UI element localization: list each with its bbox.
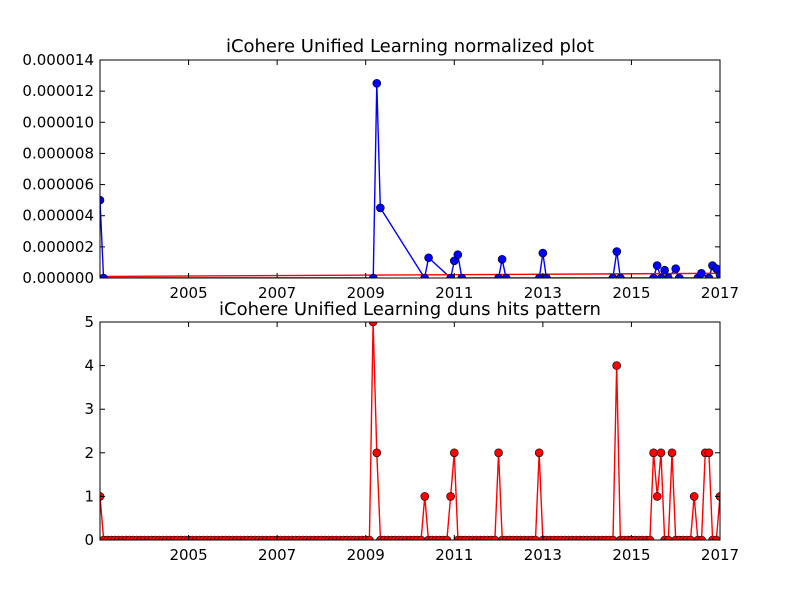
normalized-data-point xyxy=(538,248,548,258)
normalized-x-tick-label: 2015 xyxy=(612,284,650,302)
normalized-data-point xyxy=(616,273,625,278)
normalized-data-point xyxy=(660,265,669,275)
normalized-data-point xyxy=(446,273,456,278)
normalized-data-point xyxy=(100,195,105,205)
normalized-axes-frame xyxy=(99,59,721,279)
hits-axes-frame xyxy=(99,321,721,541)
hits-data-point xyxy=(446,492,455,501)
hits-data-point xyxy=(667,448,677,458)
hits-data-point xyxy=(645,535,655,540)
normalized-y-tick-label: 0.000012 xyxy=(22,82,94,100)
normalized-data-point xyxy=(663,273,673,278)
hits-data-point xyxy=(420,492,430,501)
hits-y-tick-label: 4 xyxy=(84,357,94,375)
normalized-plot: iCohere Unified Learning normalized plot… xyxy=(22,36,739,302)
normalized-data-point xyxy=(715,270,720,278)
hits-y-tick-label: 5 xyxy=(84,313,94,331)
normalized-data-point xyxy=(608,273,618,278)
duns-hits-plot-axes: 2005 2007 2009 2011 2013 2015 2017 0 1 2 3 4 5 xyxy=(84,313,739,564)
normalized-y-tick-label: 0.000004 xyxy=(22,207,94,225)
hits-data-point xyxy=(652,492,662,501)
hits-y-tick-label: 2 xyxy=(84,444,94,462)
normalized-plot-area xyxy=(100,79,720,278)
hits-y-tick-label: 0 xyxy=(84,531,94,549)
normalized-plot-axes: 2005 2007 2009 2011 2013 2015 2017 0.000000 0.00… xyxy=(22,51,739,302)
hits-data-point xyxy=(442,535,452,540)
hits-y-tick-label: 3 xyxy=(84,400,94,418)
duns-hits-plot-title: iCohere Unified Learning duns hits patte… xyxy=(219,299,601,320)
normalized-data-point xyxy=(372,79,382,88)
normalized-x-tick-label: 2011 xyxy=(435,284,473,302)
normalized-data-point xyxy=(704,273,714,278)
normalized-x-tick-label: 2007 xyxy=(258,284,296,302)
hits-data-point xyxy=(608,535,618,540)
normalized-y-tick-label: 0.000014 xyxy=(22,51,94,69)
hits-x-tick-label: 2013 xyxy=(524,546,562,564)
normalized-data-point xyxy=(453,250,463,259)
hits-data-point xyxy=(365,535,374,540)
hits-data-point xyxy=(534,448,544,458)
normalized-y-tick-label: 0.000002 xyxy=(22,238,94,256)
hits-data-point xyxy=(416,535,426,540)
hits-data-point xyxy=(531,535,540,540)
normalized-data-point xyxy=(535,273,544,278)
hits-data-point xyxy=(649,448,658,458)
hits-x-tick-label: 2005 xyxy=(169,546,207,564)
normalized-y-tick-label: 0.000006 xyxy=(22,176,94,194)
hits-data-point xyxy=(697,535,706,540)
normalized-data-point xyxy=(420,273,429,278)
normalized-data-point xyxy=(368,273,378,278)
normalized-data-point xyxy=(457,273,467,278)
hits-data-point xyxy=(494,448,503,458)
hits-x-tick-label: 2009 xyxy=(347,546,385,564)
hits-data-point xyxy=(656,448,666,458)
normalized-series-line xyxy=(100,83,720,278)
normalized-data-point xyxy=(671,264,681,273)
normalized-x-tick-label: 2005 xyxy=(169,284,207,302)
normalized-data-point xyxy=(612,247,622,256)
hits-data-point xyxy=(689,492,699,501)
normalized-data-point xyxy=(494,273,503,278)
hits-data-point xyxy=(490,535,500,540)
normalized-x-tick-label: 2009 xyxy=(347,284,385,302)
hits-data-point xyxy=(664,535,673,540)
normalized-y-tick-label: 0.000010 xyxy=(22,113,94,131)
normalized-data-point xyxy=(542,273,551,278)
hits-data-point xyxy=(368,322,378,327)
normalized-y-tick-label: 0.000000 xyxy=(22,269,94,287)
hits-data-point xyxy=(449,448,459,458)
normalized-x-tick-label: 2013 xyxy=(524,284,562,302)
normalized-data-point xyxy=(424,253,433,263)
normalized-data-point xyxy=(376,203,385,213)
normalized-data-point xyxy=(497,255,507,264)
hits-data-point xyxy=(372,448,382,458)
duns-hits-plot: iCohere Unified Learning duns hits patte… xyxy=(84,299,739,564)
normalized-data-point xyxy=(697,269,706,278)
normalized-x-tick-label: 2017 xyxy=(701,284,739,302)
hits-x-tick-label: 2017 xyxy=(701,546,739,564)
hits-x-tick-label: 2007 xyxy=(258,546,296,564)
hits-data-point xyxy=(712,535,720,540)
normalized-data-point xyxy=(649,273,658,278)
hits-x-tick-label: 2011 xyxy=(435,546,473,564)
normalized-data-point xyxy=(501,273,511,278)
normalized-data-point xyxy=(100,273,108,278)
hits-data-point xyxy=(686,535,695,540)
normalized-data-point xyxy=(656,273,666,278)
hits-y-tick-label: 1 xyxy=(84,487,94,505)
normalized-y-tick-label: 0.000008 xyxy=(22,144,94,162)
normalized-trend-line xyxy=(100,272,720,278)
duns-hits-plot-area xyxy=(100,322,720,540)
normalized-plot-title: iCohere Unified Learning normalized plot xyxy=(226,36,594,57)
hits-data-point xyxy=(612,361,621,370)
normalized-data-point xyxy=(652,261,662,270)
hits-x-tick-label: 2015 xyxy=(612,546,650,564)
normalized-data-point xyxy=(674,273,684,278)
hits-data-point xyxy=(704,448,714,458)
